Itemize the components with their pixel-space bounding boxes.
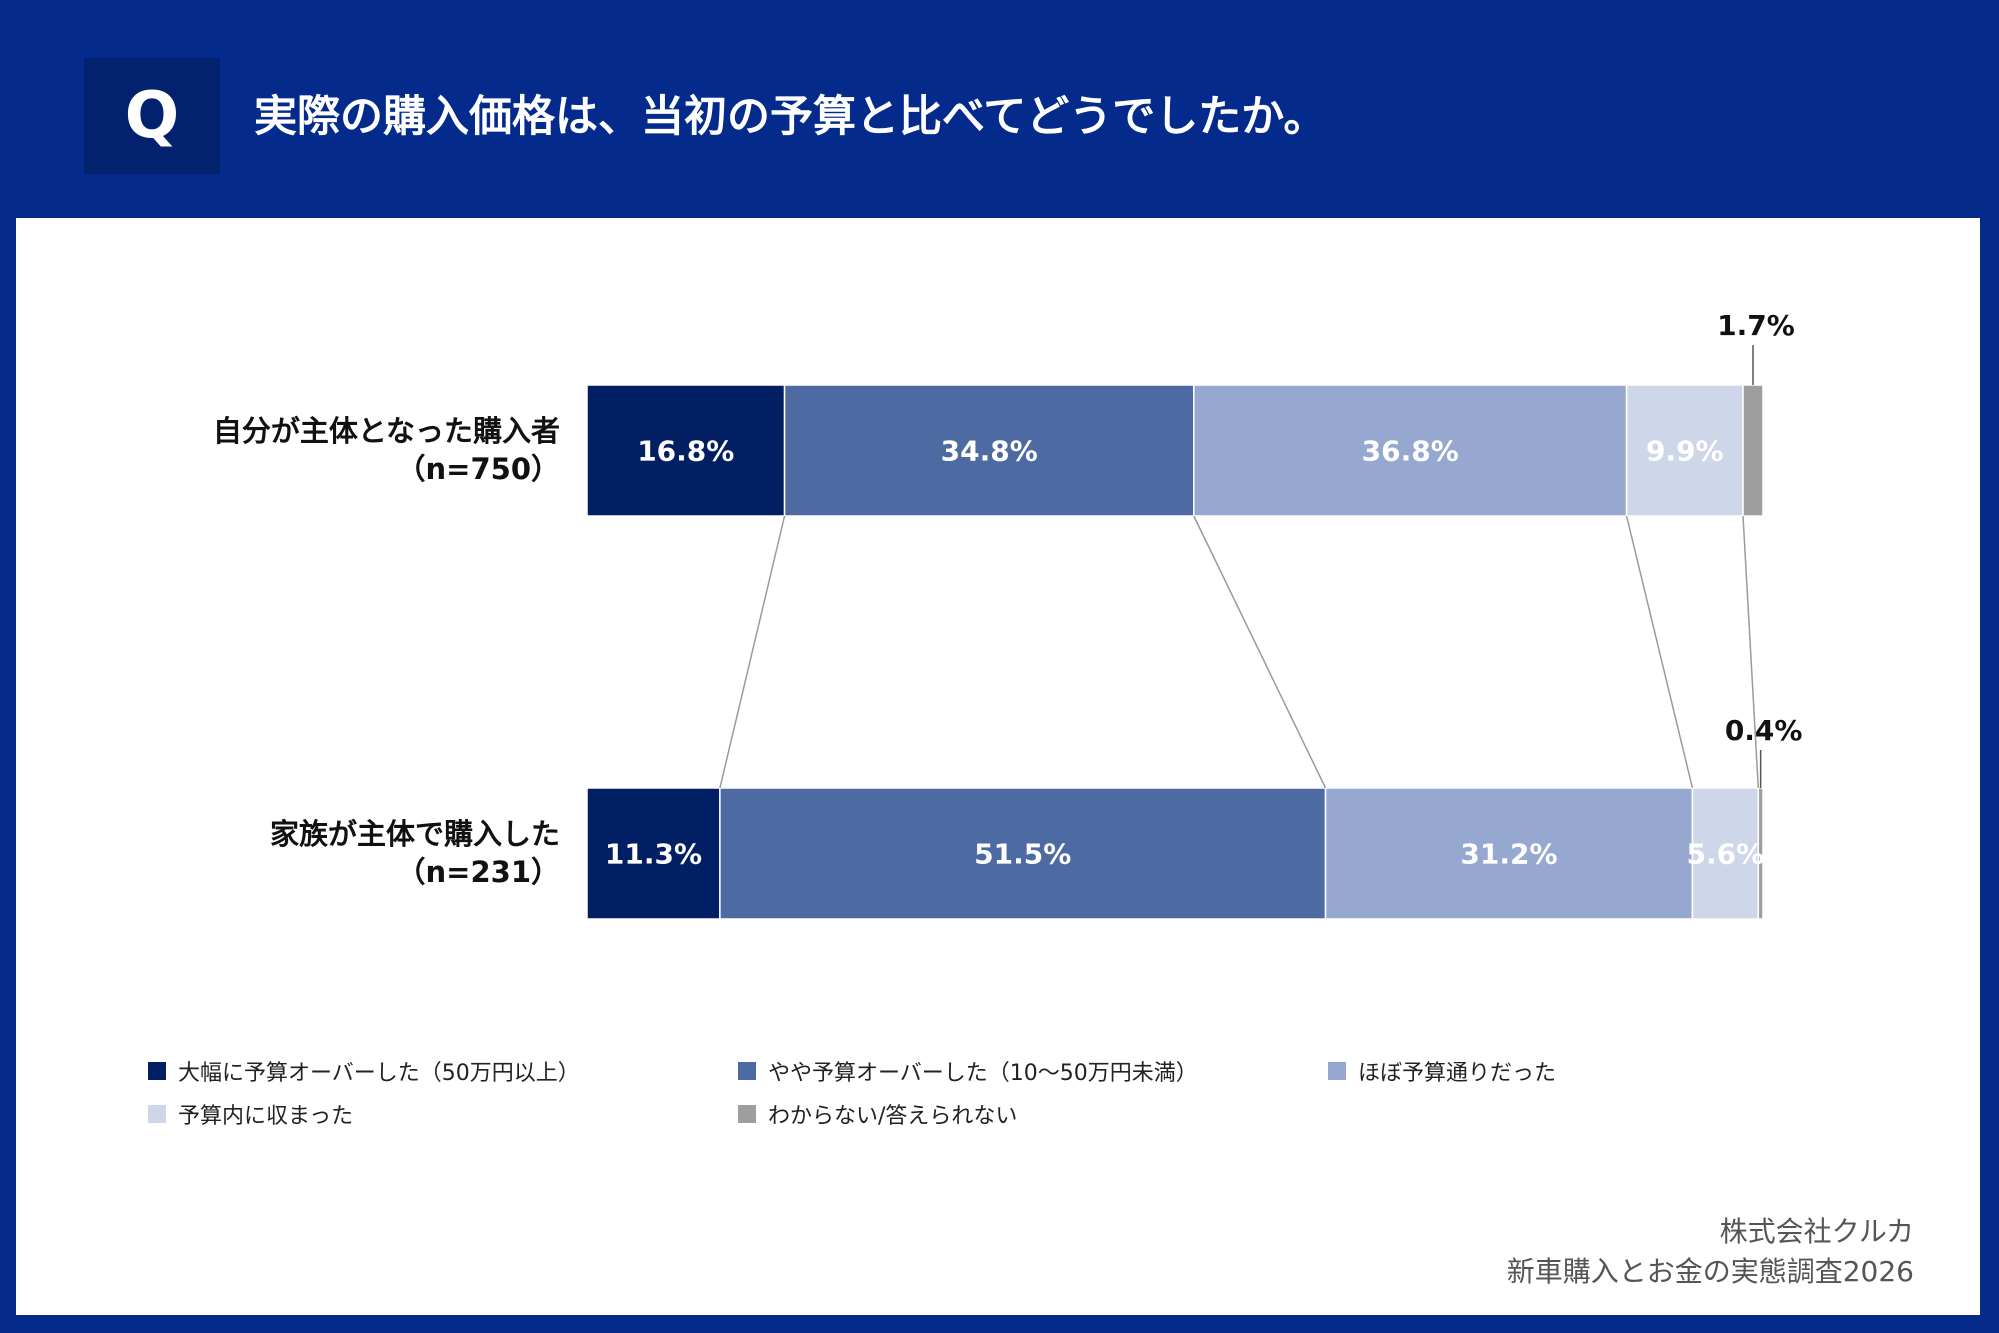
header: Q 実際の購入価格は、当初の予算と比べてどうでしたか。	[0, 0, 1999, 218]
legend: 大幅に予算オーバーした（50万円以上） やや予算オーバーした（10〜50万円未満…	[148, 1055, 1648, 1155]
bar-segment	[586, 787, 721, 920]
row-label-self-name: 自分が主体となった購入者	[212, 414, 560, 448]
data-label: 31.2%	[1460, 838, 1557, 871]
connector-line	[719, 515, 786, 789]
legend-item: 予算内に収まった	[148, 1098, 353, 1130]
legend-item: やや予算オーバーした（10〜50万円未満）	[738, 1055, 1198, 1087]
connector-line	[1625, 515, 1694, 789]
row-label-self-n: （n=750）	[396, 452, 560, 486]
row-label-family-n: （n=231）	[396, 855, 560, 889]
bar-segment	[783, 384, 1195, 517]
source-survey: 新車購入とお金の実態調査2026	[1506, 1255, 1914, 1288]
legend-label: 大幅に予算オーバーした（50万円以上）	[178, 1061, 580, 1086]
bar-segment	[1625, 384, 1744, 517]
legend-item: ほぼ予算通りだった	[1328, 1055, 1556, 1087]
data-label: 11.3%	[605, 838, 702, 871]
legend-swatch	[1328, 1062, 1346, 1080]
row-label-family: 家族が主体で購入した （n=231）	[160, 815, 560, 891]
bar-segment	[1742, 384, 1764, 517]
legend-item: わからない/答えられない	[738, 1098, 1017, 1130]
data-label: 36.8%	[1362, 435, 1459, 468]
bar-segment	[1691, 787, 1760, 920]
data-label: 9.9%	[1646, 435, 1724, 468]
legend-item: 大幅に予算オーバーした（50万円以上）	[148, 1055, 580, 1087]
data-label: 0.4%	[1725, 714, 1803, 747]
source-company: 株式会社クルカ	[1719, 1215, 1914, 1248]
data-label: 34.8%	[941, 435, 1038, 468]
connector-line	[1742, 515, 1760, 789]
connector-line	[1193, 515, 1327, 789]
data-label: 1.7%	[1717, 309, 1795, 342]
bar-segment	[1193, 384, 1628, 517]
row-label-self: 自分が主体となった購入者 （n=750）	[160, 412, 560, 488]
legend-label: やや予算オーバーした（10〜50万円未満）	[768, 1061, 1198, 1086]
bar-segment	[1324, 787, 1694, 920]
data-label: 51.5%	[974, 838, 1071, 871]
data-label: 5.6%	[1687, 838, 1765, 871]
row-label-family-name: 家族が主体で購入した	[269, 817, 560, 851]
legend-swatch	[148, 1062, 166, 1080]
legend-label: 予算内に収まった	[178, 1104, 354, 1129]
legend-swatch	[738, 1062, 756, 1080]
bar-segment	[719, 787, 1327, 920]
source-credit: 株式会社クルカ 新車購入とお金の実態調査2026	[1507, 1212, 1914, 1292]
legend-label: ほぼ予算通りだった	[1358, 1061, 1557, 1086]
legend-swatch	[148, 1105, 166, 1123]
question-badge: Q	[84, 58, 220, 174]
legend-label: わからない/答えられない	[768, 1104, 1018, 1129]
bar-segment	[586, 384, 786, 517]
data-label: 16.8%	[637, 435, 734, 468]
legend-swatch	[738, 1105, 756, 1123]
question-title: 実際の購入価格は、当初の予算と比べてどうでしたか。	[254, 92, 1327, 142]
